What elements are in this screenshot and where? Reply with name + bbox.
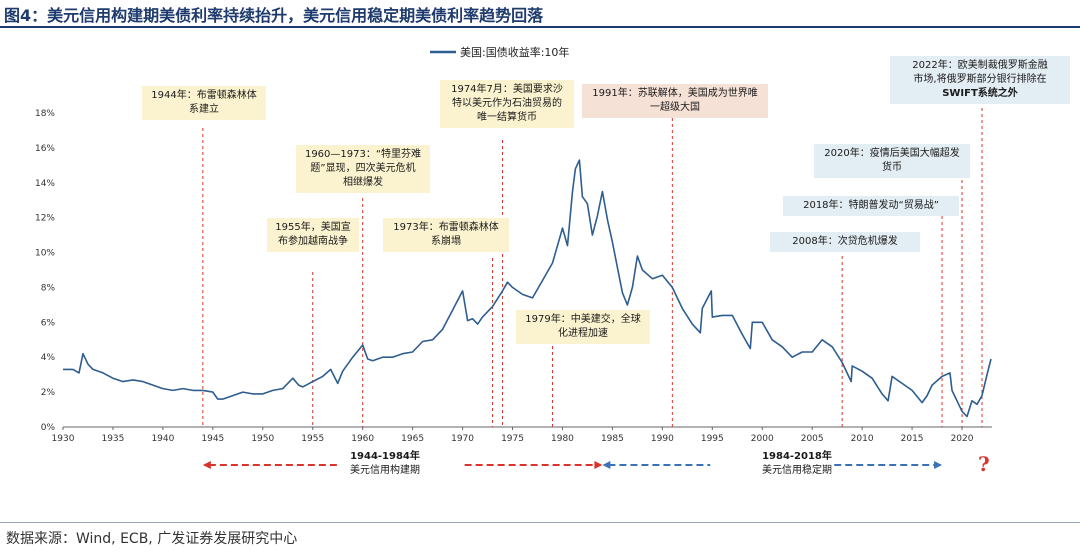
annotation-2022-line1: 2022年：欧美制裁俄罗斯金融 [912,60,1048,71]
y-tick-label: 0% [41,423,56,433]
x-tick-label: 1975 [501,434,524,444]
y-tick-label: 6% [41,318,56,328]
annotation-1955-line2: 布参加越南战争 [278,236,348,247]
x-tick-label: 1980 [551,434,574,444]
annotation-2022-line2: 市场,将俄罗斯部分银行排除在 [913,74,1047,85]
title-rule [0,26,1080,28]
annotation-1973-line1: 1973年：布雷顿森林体 [393,222,499,233]
x-tick-label: 1990 [651,434,674,444]
y-tick-label: 8% [41,283,56,293]
annotation-1973: 1973年：布雷顿森林体 系崩塌 [383,218,509,252]
x-tick-label: 2000 [751,434,774,444]
period-label-stable: 1984-2018年 美元信用稳定期 [742,450,852,478]
x-tick-label: 2005 [801,434,824,444]
y-tick-label: 14% [35,179,55,189]
annotation-1955-line1: 1955年，美国宣 [275,222,351,233]
period-arrowhead-construction-left [202,461,211,469]
period-construction-years: 1944-1984年 [350,451,420,462]
annotation-1974-line2: 特以美元作为石油贸易的 [452,98,562,109]
period-construction-name: 美元信用构建期 [350,465,420,476]
x-tick-label: 1965 [401,434,424,444]
annotation-1944: 1944年：布雷顿森林体 系建立 [142,86,266,120]
annotation-2022: 2022年：欧美制裁俄罗斯金融 市场,将俄罗斯部分银行排除在 SWIFT系统之外 [890,56,1070,104]
annotation-1960-line1: 1960—1973：“特里芬难 [304,149,422,160]
question-mark: ? [978,452,990,476]
x-tick-label: 1955 [301,434,324,444]
annotation-1955: 1955年，美国宣 布参加越南战争 [267,218,359,252]
annotation-1991: 1991年：苏联解体，美国成为世界唯 一超级大国 [582,84,768,118]
x-tick-label: 1970 [451,434,474,444]
annotation-1974-line3: 唯一结算货币 [477,112,537,123]
period-arrowhead-stable-right [934,461,943,469]
period-arrowhead-stable-left [602,461,611,469]
annotation-1960-line2: 题”显现，四次美元危机 [310,163,416,174]
x-tick-label: 2020 [951,434,974,444]
x-tick-label: 1940 [151,434,174,444]
x-tick-label: 1985 [601,434,624,444]
y-tick-label: 10% [35,249,55,259]
x-tick-label: 1945 [201,434,224,444]
y-tick-label: 16% [35,144,55,154]
annotation-2022-line3: SWIFT系统之外 [942,88,1018,99]
annotation-2008-text: 2008年：次贷危机爆发 [792,236,898,247]
annotation-1960-line3: 相继爆发 [343,177,383,188]
x-tick-label: 1935 [101,434,124,444]
x-tick-label: 2010 [851,434,874,444]
annotation-2018-text: 2018年：特朗普发动“贸易战” [803,200,939,211]
y-tick-label: 12% [35,214,55,224]
period-label-construction: 1944-1984年 美元信用构建期 [330,450,440,478]
legend-label: 美国:国债收益率:10年 [460,45,569,59]
series-line-us-10y-yield [63,159,992,418]
x-tick-label: 1930 [52,434,75,444]
annotation-1979-line1: 1979年：中美建交，全球 [525,314,641,325]
annotation-1944-line2: 系建立 [189,104,219,115]
annotation-2020: 2020年：疫情后美国大幅超发 货币 [814,144,970,178]
source-rule [0,522,1080,523]
source-note: 数据来源：Wind, ECB, 广发证券发展研究中心 [6,531,298,547]
y-tick-label: 2% [41,388,56,398]
annotation-1944-line1: 1944年：布雷顿森林体 [151,90,257,101]
figure-title: 图4：美元信用构建期美债利率持续抬升，美元信用稳定期美债利率趋势回落 [4,6,544,25]
period-arrowhead-construction-right [594,461,603,469]
x-tick-label: 1950 [251,434,274,444]
annotation-1974: 1974年7月：美国要求沙 特以美元作为石油贸易的 唯一结算货币 [440,80,574,128]
x-tick-label: 1960 [351,434,374,444]
annotation-1979: 1979年：中美建交，全球 化进程加速 [516,310,650,344]
annotation-2020-line2: 货币 [882,162,902,173]
annotation-2008: 2008年：次贷危机爆发 [770,232,920,252]
annotation-1973-line2: 系崩塌 [431,236,461,247]
annotation-1960: 1960—1973：“特里芬难 题”显现，四次美元危机 相继爆发 [296,145,430,193]
x-tick-label: 1995 [701,434,724,444]
annotation-1991-line1: 1991年：苏联解体，美国成为世界唯 [592,88,758,99]
annotation-1974-line1: 1974年7月：美国要求沙 [451,84,563,95]
period-stable-name: 美元信用稳定期 [762,465,832,476]
chart-canvas: 0% 2% 4% 6% 8% 10% 12% 14% 16% 18% 1930 1935 1940 194… [35,45,992,469]
y-tick-label: 18% [35,109,55,119]
annotation-2018: 2018年：特朗普发动“贸易战” [783,196,959,216]
annotation-1991-line2: 一超级大国 [650,102,700,113]
y-tick-label: 4% [41,353,56,363]
x-tick-label: 2015 [901,434,924,444]
annotation-2020-line1: 2020年：疫情后美国大幅超发 [824,148,960,159]
period-stable-years: 1984-2018年 [762,451,832,462]
annotation-1979-line2: 化进程加速 [558,328,608,339]
